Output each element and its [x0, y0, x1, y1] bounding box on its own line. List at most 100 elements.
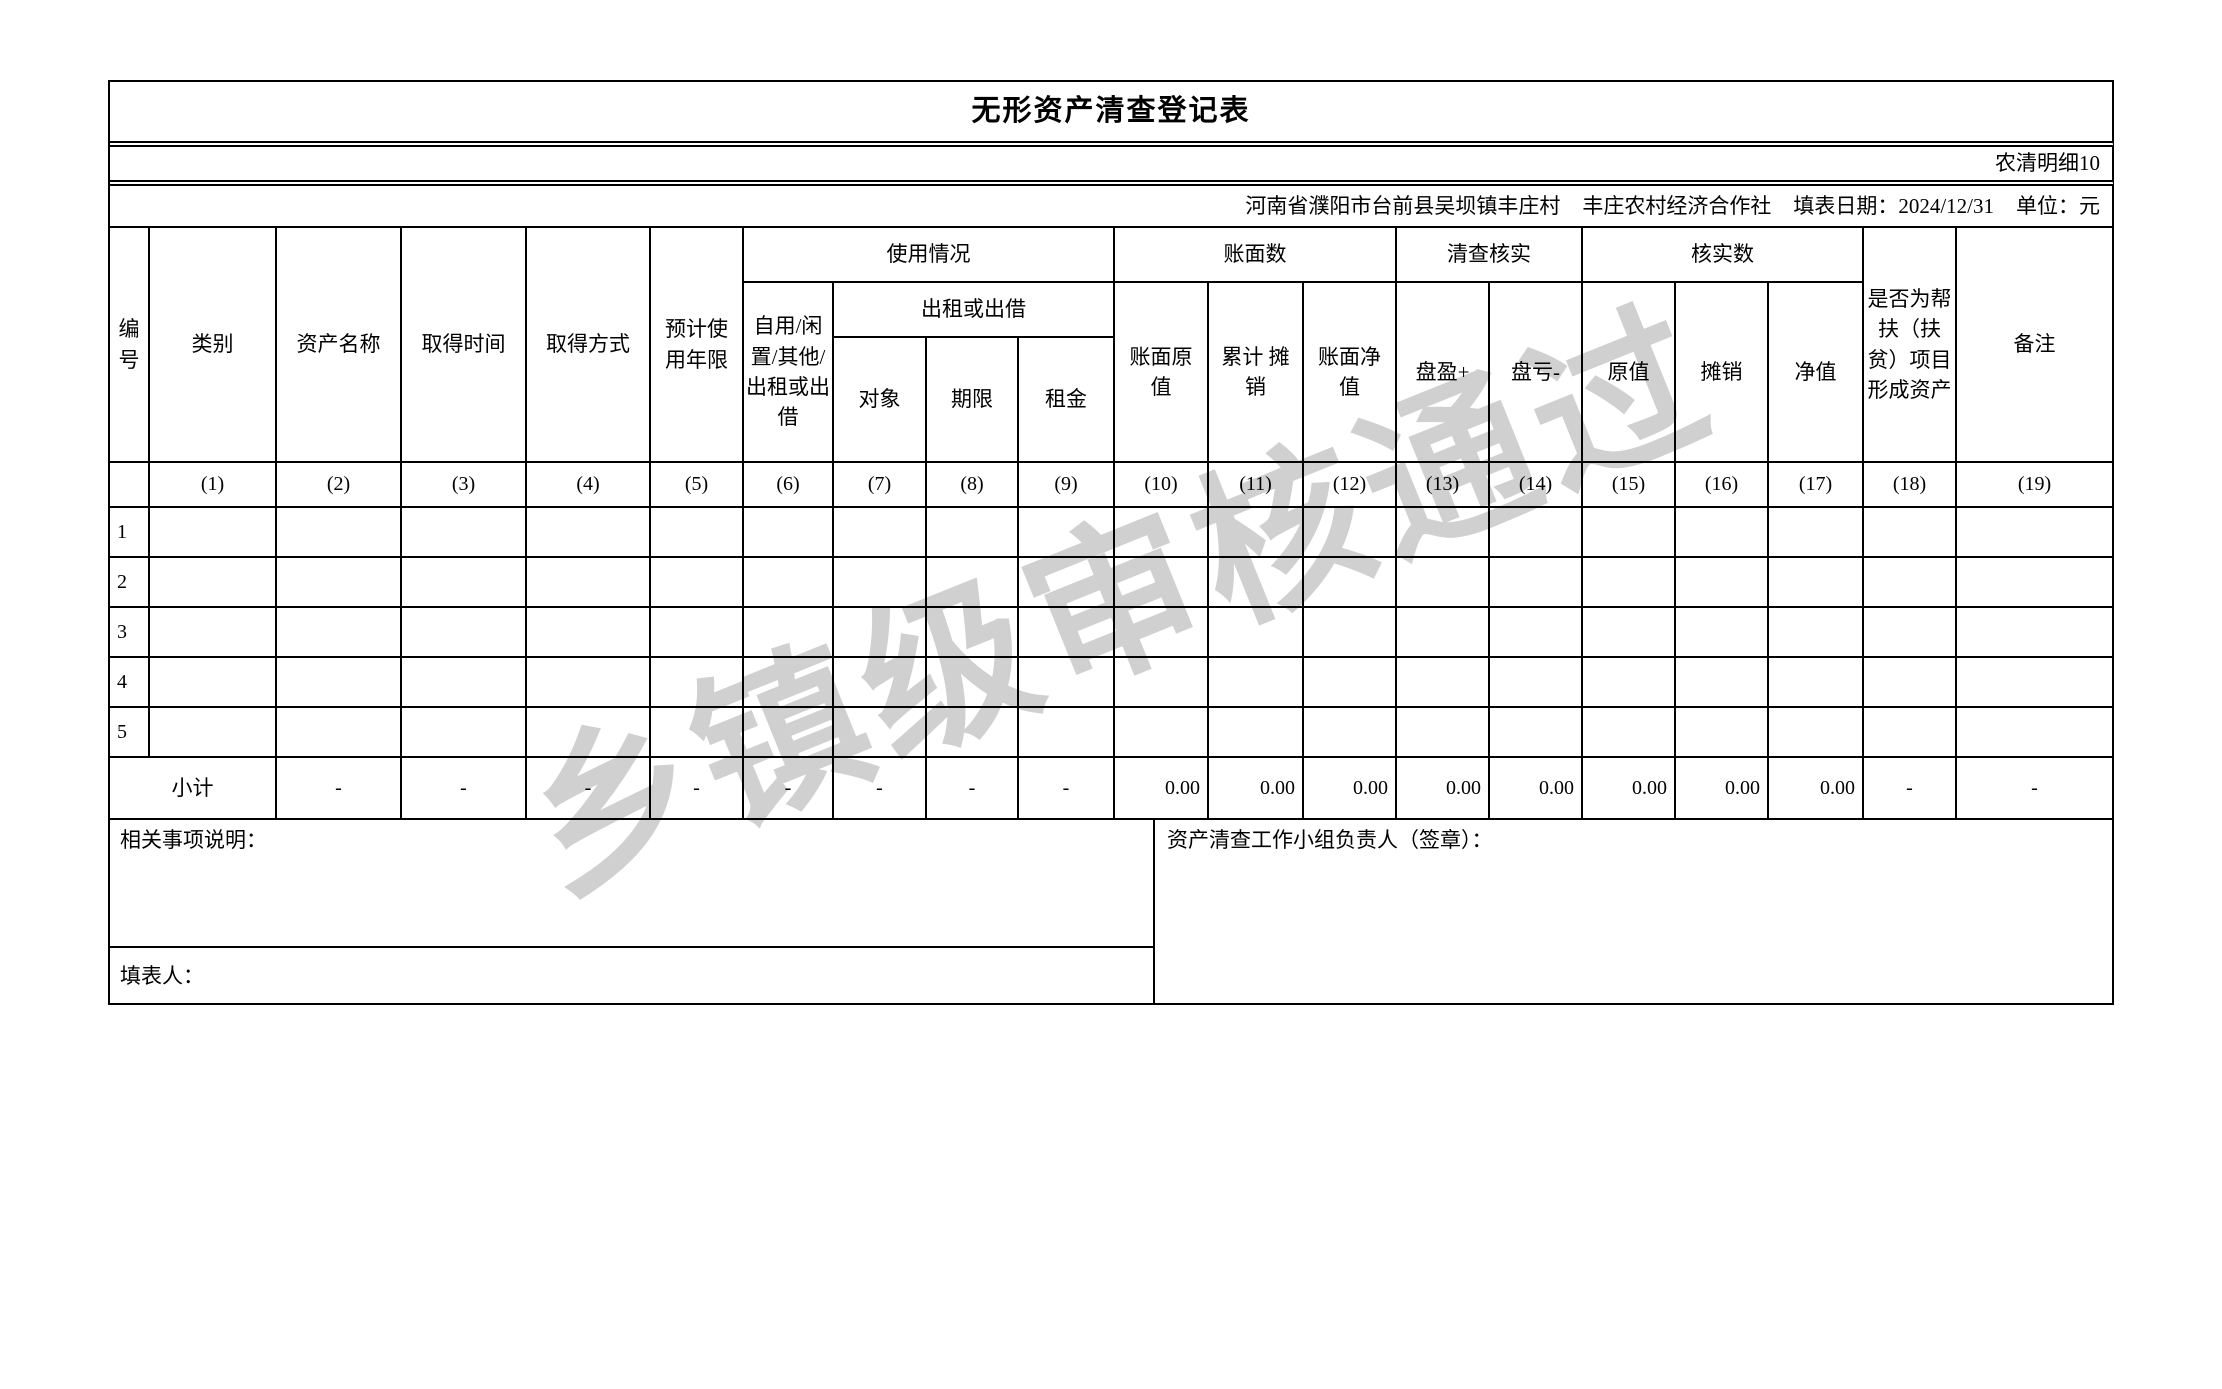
- empty-data-cell: [1304, 608, 1397, 658]
- empty-data-cell: [1583, 658, 1676, 708]
- subtotal-value-cell: -: [744, 758, 834, 820]
- empty-data-cell: [927, 558, 1019, 608]
- col-header-verified-original: 原值: [1583, 283, 1676, 463]
- col-header-rent-target: 对象: [834, 338, 927, 463]
- col-header-asset-name: 资产名称: [277, 228, 402, 463]
- unit: 单位：元: [2016, 193, 2100, 218]
- col-header-verified-amort: 摊销: [1676, 283, 1769, 463]
- subtotal-label: 小计: [110, 758, 277, 820]
- empty-data-cell: [1583, 558, 1676, 608]
- empty-data-cell: [1209, 608, 1304, 658]
- subtotal-value-cell: 0.00: [1304, 758, 1397, 820]
- column-number-cell: (19): [1957, 463, 2114, 508]
- empty-data-cell: [744, 708, 834, 758]
- empty-data-cell: [402, 608, 527, 658]
- empty-data-cell: [834, 508, 927, 558]
- row-number-cell: 5: [110, 708, 150, 758]
- column-number-cell: (4): [527, 463, 651, 508]
- subtotal-value-cell: 0.00: [1115, 758, 1209, 820]
- col-group-verified: 核实数: [1583, 228, 1864, 283]
- col-header-remark: 备注: [1957, 228, 2114, 463]
- column-number-cell: (12): [1304, 463, 1397, 508]
- form-info-row: 河南省濮阳市台前县吴坝镇丰庄村 丰庄农村经济合作社 填表日期：2024/12/3…: [110, 186, 2114, 228]
- col-header-book-original: 账面原值: [1115, 283, 1209, 463]
- subtotal-value-cell: 0.00: [1583, 758, 1676, 820]
- empty-data-cell: [1019, 708, 1115, 758]
- col-group-book: 账面数: [1115, 228, 1397, 283]
- empty-data-cell: [1397, 508, 1490, 558]
- empty-data-cell: [1397, 558, 1490, 608]
- col-header-verified-net: 净值: [1769, 283, 1864, 463]
- column-number-cell: (5): [651, 463, 744, 508]
- empty-data-cell: [1304, 558, 1397, 608]
- empty-data-cell: [1019, 608, 1115, 658]
- empty-data-cell: [1019, 658, 1115, 708]
- subtotal-value-cell: -: [277, 758, 402, 820]
- col-header-acquire-method: 取得方式: [527, 228, 651, 463]
- filler-label: 填表人：: [120, 964, 204, 988]
- fill-date: 填表日期：2024/12/31: [1793, 193, 1994, 218]
- subtotal-value-cell: 0.00: [1769, 758, 1864, 820]
- empty-data-cell: [1769, 658, 1864, 708]
- page-title: 无形资产清查登记表: [110, 82, 2114, 147]
- empty-data-cell: [834, 558, 927, 608]
- empty-data-cell: [1583, 708, 1676, 758]
- col-header-rent-term: 期限: [927, 338, 1019, 463]
- empty-data-cell: [1115, 558, 1209, 608]
- empty-data-cell: [1864, 608, 1957, 658]
- col-header-book-amort: 累计 摊销: [1209, 283, 1304, 463]
- empty-data-cell: [651, 508, 744, 558]
- col-header-no: 编号: [110, 228, 150, 463]
- subtotal-value-cell: 0.00: [1490, 758, 1583, 820]
- empty-data-cell: [744, 558, 834, 608]
- subtotal-value-cell: 0.00: [1209, 758, 1304, 820]
- empty-data-cell: [1676, 658, 1769, 708]
- empty-data-cell: [277, 708, 402, 758]
- empty-data-cell: [1490, 658, 1583, 708]
- empty-data-cell: [277, 608, 402, 658]
- col-header-expected-life: 预计使用年限: [651, 228, 744, 463]
- empty-data-cell: [1957, 708, 2114, 758]
- col-header-surplus: 盘盈+: [1397, 283, 1490, 463]
- empty-data-cell: [1304, 708, 1397, 758]
- subtotal-value-cell: -: [402, 758, 527, 820]
- empty-data-cell: [527, 508, 651, 558]
- signer-label: 资产清查工作小组负责人（签章）：: [1167, 828, 1493, 852]
- org-name: 丰庄农村经济合作社: [1582, 193, 1772, 218]
- column-number-cell: (3): [402, 463, 527, 508]
- col-header-deficit: 盘亏-: [1490, 283, 1583, 463]
- col-group-rent-or-lend: 出租或出借: [834, 283, 1115, 338]
- column-number-cell: (14): [1490, 463, 1583, 508]
- empty-data-cell: [527, 658, 651, 708]
- empty-data-cell: [527, 558, 651, 608]
- empty-data-cell: [1769, 608, 1864, 658]
- empty-data-cell: [927, 658, 1019, 708]
- empty-data-cell: [1209, 508, 1304, 558]
- empty-data-cell: [277, 658, 402, 708]
- column-number-cell: (15): [1583, 463, 1676, 508]
- empty-data-cell: [1676, 708, 1769, 758]
- empty-data-cell: [1583, 508, 1676, 558]
- empty-data-cell: [1304, 508, 1397, 558]
- empty-data-cell: [651, 558, 744, 608]
- col-group-check: 清查核实: [1397, 228, 1583, 283]
- row-number-cell: 1: [110, 508, 150, 558]
- subtotal-value-cell: -: [527, 758, 651, 820]
- empty-data-cell: [834, 608, 927, 658]
- empty-data-cell: [927, 508, 1019, 558]
- subtotal-value-cell: -: [651, 758, 744, 820]
- column-number-cell: (1): [150, 463, 277, 508]
- empty-data-cell: [1397, 608, 1490, 658]
- empty-data-cell: [1957, 608, 2114, 658]
- column-number-cell: (10): [1115, 463, 1209, 508]
- empty-data-cell: [1490, 608, 1583, 658]
- column-number-cell: (17): [1769, 463, 1864, 508]
- empty-data-cell: [402, 558, 527, 608]
- row-number-cell: 3: [110, 608, 150, 658]
- empty-data-cell: [1490, 508, 1583, 558]
- empty-data-cell: [834, 708, 927, 758]
- signer-box: 资产清查工作小组负责人（签章）：: [1155, 820, 2114, 1005]
- empty-data-cell: [1397, 708, 1490, 758]
- empty-data-cell: [1304, 658, 1397, 708]
- intangible-asset-register-table: 无形资产清查登记表 农清明细10 河南省濮阳市台前县吴坝镇丰庄村 丰庄农村经济合…: [108, 80, 2114, 820]
